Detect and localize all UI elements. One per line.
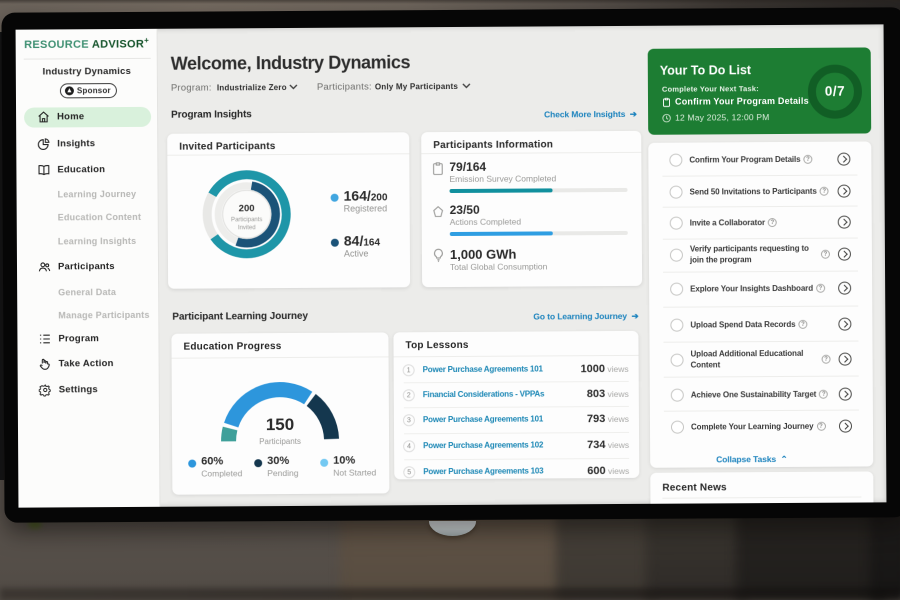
- svg-text:Participants: Participants: [231, 217, 262, 223]
- svg-text:Participants: Participants: [259, 437, 301, 446]
- svg-text:Invited: Invited: [238, 225, 256, 231]
- svg-text:150: 150: [266, 415, 294, 434]
- svg-text:200: 200: [239, 203, 255, 214]
